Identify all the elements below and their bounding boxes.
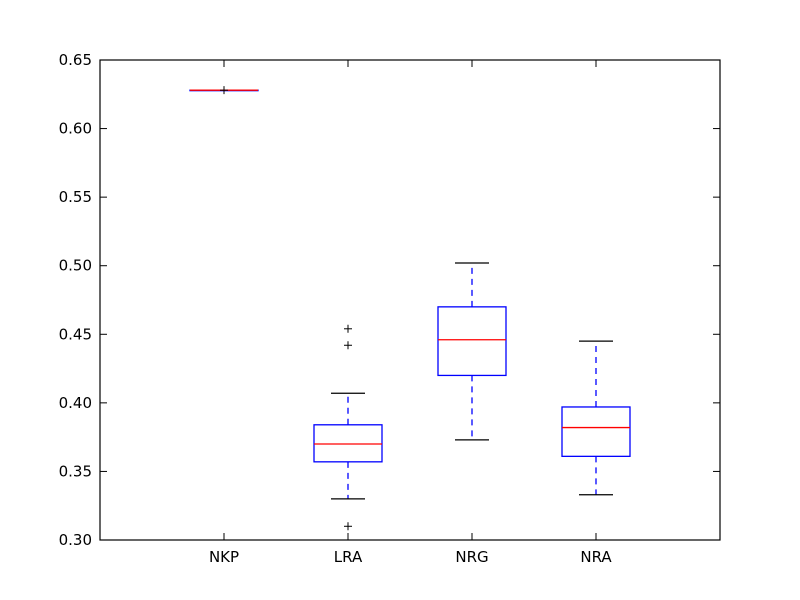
box-group-nrg (437, 262, 507, 441)
y-tick-label: 0.50 (59, 257, 92, 275)
outlier-point (344, 324, 352, 333)
box (313, 424, 383, 463)
box-group-lra (313, 324, 383, 531)
y-tick-label: 0.65 (59, 51, 92, 69)
y-tick-label: 0.55 (59, 188, 92, 206)
outlier-point (220, 86, 228, 95)
outlier-point (344, 522, 352, 531)
plot-frame (99, 59, 721, 541)
box (561, 406, 631, 457)
y-tick-label: 0.35 (59, 462, 92, 480)
y-tick-label: 0.60 (59, 120, 92, 138)
y-tick-label: 0.30 (59, 531, 92, 549)
y-tick-label: 0.40 (59, 394, 92, 412)
x-tick-label-nkp: NKP (209, 548, 239, 566)
y-tick-label: 0.45 (59, 325, 92, 343)
outlier-point (344, 341, 352, 350)
axes: 0.30 0.35 0.40 0.45 0.50 0.55 0.60 0.65 NKP LRA NR… (59, 51, 721, 566)
box-plot-marks (189, 86, 631, 531)
box (437, 306, 507, 377)
box-group-nkp (189, 86, 259, 95)
x-tick-label-nrg: NRG (455, 548, 488, 566)
box-group-nra (561, 340, 631, 496)
x-tick-label-nra: NRA (580, 548, 612, 566)
x-tick-label-lra: LRA (334, 548, 363, 566)
